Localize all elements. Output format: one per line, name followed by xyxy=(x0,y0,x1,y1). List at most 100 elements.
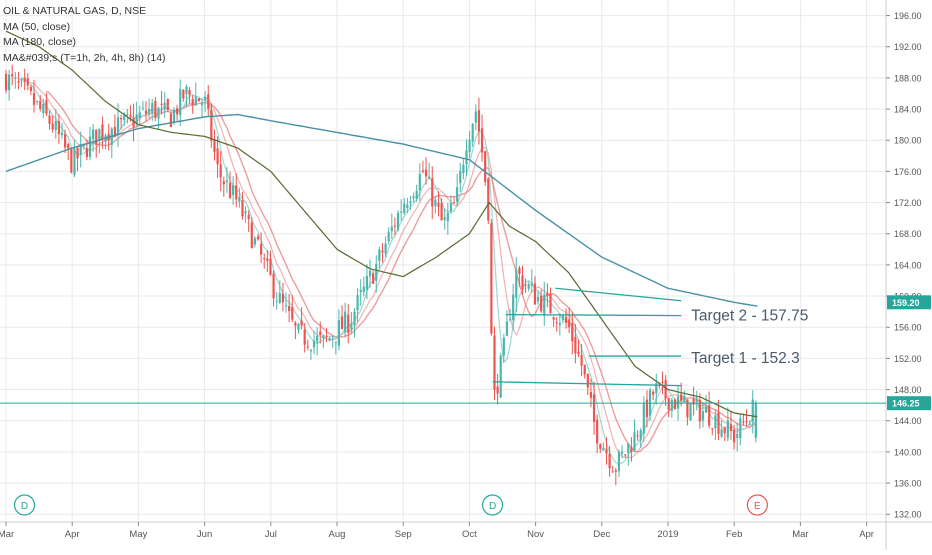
candle-body xyxy=(219,164,222,178)
candle-body xyxy=(241,200,244,217)
x-tick-label: Feb xyxy=(726,529,742,540)
candle-body xyxy=(260,243,263,255)
candle-body xyxy=(57,121,60,135)
candle-body xyxy=(406,204,409,208)
candle-body xyxy=(365,275,369,290)
candle-body xyxy=(232,185,235,196)
y-tick-label: 184.00 xyxy=(894,105,922,115)
candle-body xyxy=(490,223,493,334)
candle-body xyxy=(294,322,297,326)
candle-body xyxy=(400,211,403,213)
candle-body xyxy=(123,115,126,121)
candle-body xyxy=(372,273,375,284)
candle-body xyxy=(717,412,720,434)
x-tick-label: Apr xyxy=(859,529,874,540)
candle-body xyxy=(533,283,537,305)
dividend-marker[interactable] xyxy=(13,494,36,516)
candle-body xyxy=(564,316,568,323)
candle-body xyxy=(620,451,624,454)
candle-body xyxy=(14,77,17,79)
target-label: Target 1 - 152.3 xyxy=(691,350,800,367)
candle-body xyxy=(169,113,173,128)
candle-body xyxy=(617,451,621,472)
candle-body xyxy=(543,294,546,316)
candle-body xyxy=(428,176,431,179)
candle-body xyxy=(583,364,586,375)
candle-body xyxy=(92,129,95,140)
candle-body xyxy=(48,115,51,124)
candle-body xyxy=(79,144,82,155)
candle-body xyxy=(4,73,8,91)
candle-body xyxy=(269,258,272,275)
candle-body xyxy=(689,403,692,421)
candle-body xyxy=(85,148,88,157)
candle-body xyxy=(138,112,141,118)
candle-body xyxy=(680,394,683,401)
candle-body xyxy=(499,355,502,398)
candle-body xyxy=(356,295,359,311)
x-tick-label: 2019 xyxy=(657,529,678,540)
candle-body xyxy=(8,74,11,91)
candle-body xyxy=(496,386,499,394)
candle-body xyxy=(714,415,717,429)
candle-body xyxy=(384,243,387,254)
candle-body xyxy=(736,434,739,438)
candle-body xyxy=(353,311,356,326)
candle-body xyxy=(88,136,92,157)
candle-body xyxy=(480,128,484,153)
candle-body xyxy=(555,322,558,324)
candle-body xyxy=(586,373,589,388)
candle-body xyxy=(291,307,294,320)
last-price-badge-text: 146.25 xyxy=(892,399,920,409)
candle-body xyxy=(477,110,481,132)
candle-body xyxy=(266,258,269,262)
x-tick-label: Sep xyxy=(395,529,412,540)
candle-body xyxy=(325,335,328,337)
candle-body xyxy=(126,113,129,115)
candle-body xyxy=(524,284,527,286)
candle-body xyxy=(695,398,698,402)
x-tick-label: Dec xyxy=(593,529,610,540)
support-line xyxy=(492,381,682,387)
candle-body xyxy=(154,100,157,118)
candle-body xyxy=(639,430,642,441)
candle-body xyxy=(67,144,70,149)
candle-body xyxy=(303,329,306,345)
candle-body xyxy=(328,337,331,341)
y-tick-label: 196.00 xyxy=(894,11,922,21)
candle-body xyxy=(508,319,512,321)
x-tick-label: Jul xyxy=(265,529,277,540)
candle-body xyxy=(630,447,633,453)
candle-body xyxy=(135,114,138,124)
candle-body xyxy=(362,286,365,292)
dividend-marker[interactable] xyxy=(481,494,504,516)
candle-body xyxy=(141,107,145,109)
candle-body xyxy=(17,81,20,83)
earnings-marker[interactable] xyxy=(746,494,768,516)
candle-body xyxy=(708,405,711,426)
candle-body xyxy=(462,164,465,174)
candle-body xyxy=(306,346,309,348)
target-2-line xyxy=(505,313,682,317)
candle-body xyxy=(297,324,300,330)
candle-body xyxy=(275,300,278,302)
grid xyxy=(0,0,886,522)
candle-body xyxy=(648,389,652,416)
candle-body xyxy=(390,226,393,232)
candle-body xyxy=(375,263,378,281)
candle-body xyxy=(676,396,680,409)
candle-body xyxy=(443,216,446,221)
y-tick-label: 168.00 xyxy=(894,229,922,239)
candle-body xyxy=(748,423,751,425)
candle-body xyxy=(347,314,350,333)
candle-body xyxy=(468,139,471,153)
y-tick-label: 176.00 xyxy=(894,167,922,177)
candle-body xyxy=(424,169,428,177)
y-tick-label: 136.00 xyxy=(894,479,922,489)
candle-body xyxy=(751,399,754,422)
candle-body xyxy=(64,134,67,148)
candle-body xyxy=(487,178,490,221)
candle-body xyxy=(166,99,169,110)
